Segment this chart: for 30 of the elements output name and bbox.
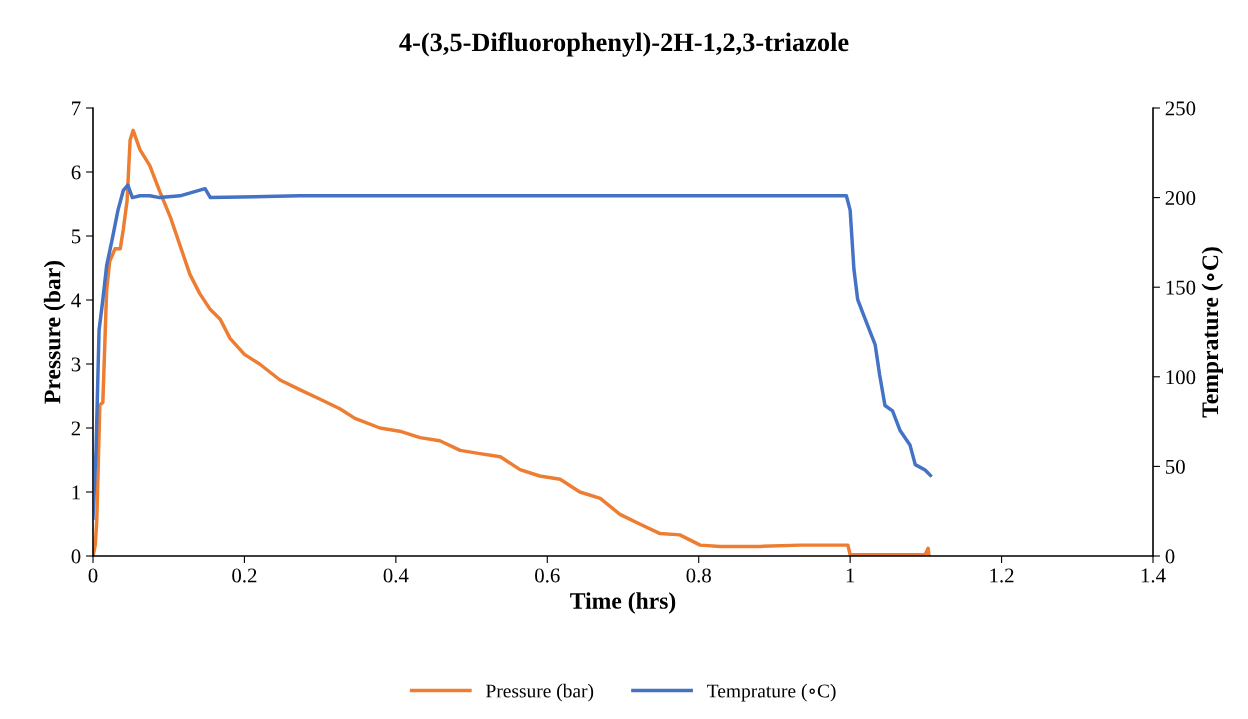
y2-tick-label: 250 — [1165, 101, 1196, 116]
chart-title: 4-(3,5-Difluorophenyl)-2H-1,2,3-triazole — [399, 32, 849, 57]
y-tick-label: 1 — [72, 485, 80, 500]
y2-tick-label: 150 — [1166, 280, 1196, 295]
x-tick-label: 1 — [846, 568, 855, 583]
y2-tick-label: 200 — [1165, 190, 1196, 206]
y-tick-label: 6 — [71, 165, 81, 180]
x-axis-title: Time (hrs) — [570, 592, 676, 614]
y-axis-title: Pressure (bar) — [43, 261, 66, 404]
x-tick-label: 1.2 — [990, 568, 1014, 583]
x-tick-label: 0 — [88, 568, 98, 583]
x-tick-label: 0.8 — [686, 568, 711, 583]
y-tick-label: 2 — [71, 421, 81, 436]
x-tick-label: 0.6 — [535, 568, 560, 583]
y-tick-label: 5 — [71, 229, 81, 244]
x-tick-label: 0.2 — [232, 568, 257, 583]
y2-tick-label: 50 — [1166, 459, 1185, 474]
line-series — [93, 183, 933, 521]
y-tick-label: 0 — [71, 549, 81, 564]
y2-axis-title: Temprature (∘C) — [1201, 247, 1224, 418]
y-tick-label: 3 — [71, 357, 81, 372]
y2-tick-label: 100 — [1166, 370, 1196, 385]
y-tick-label: 4 — [71, 293, 81, 308]
y2-tick-label: 0 — [1165, 549, 1175, 564]
y-tick-label: 7 — [72, 101, 81, 116]
legend-label: Temprature (∘C) — [707, 683, 836, 702]
line-series — [93, 128, 931, 556]
x-tick-label: 0.4 — [383, 568, 409, 583]
x-tick-label: 1.4 — [1141, 568, 1166, 583]
legend-label: Pressure (bar) — [486, 683, 594, 702]
